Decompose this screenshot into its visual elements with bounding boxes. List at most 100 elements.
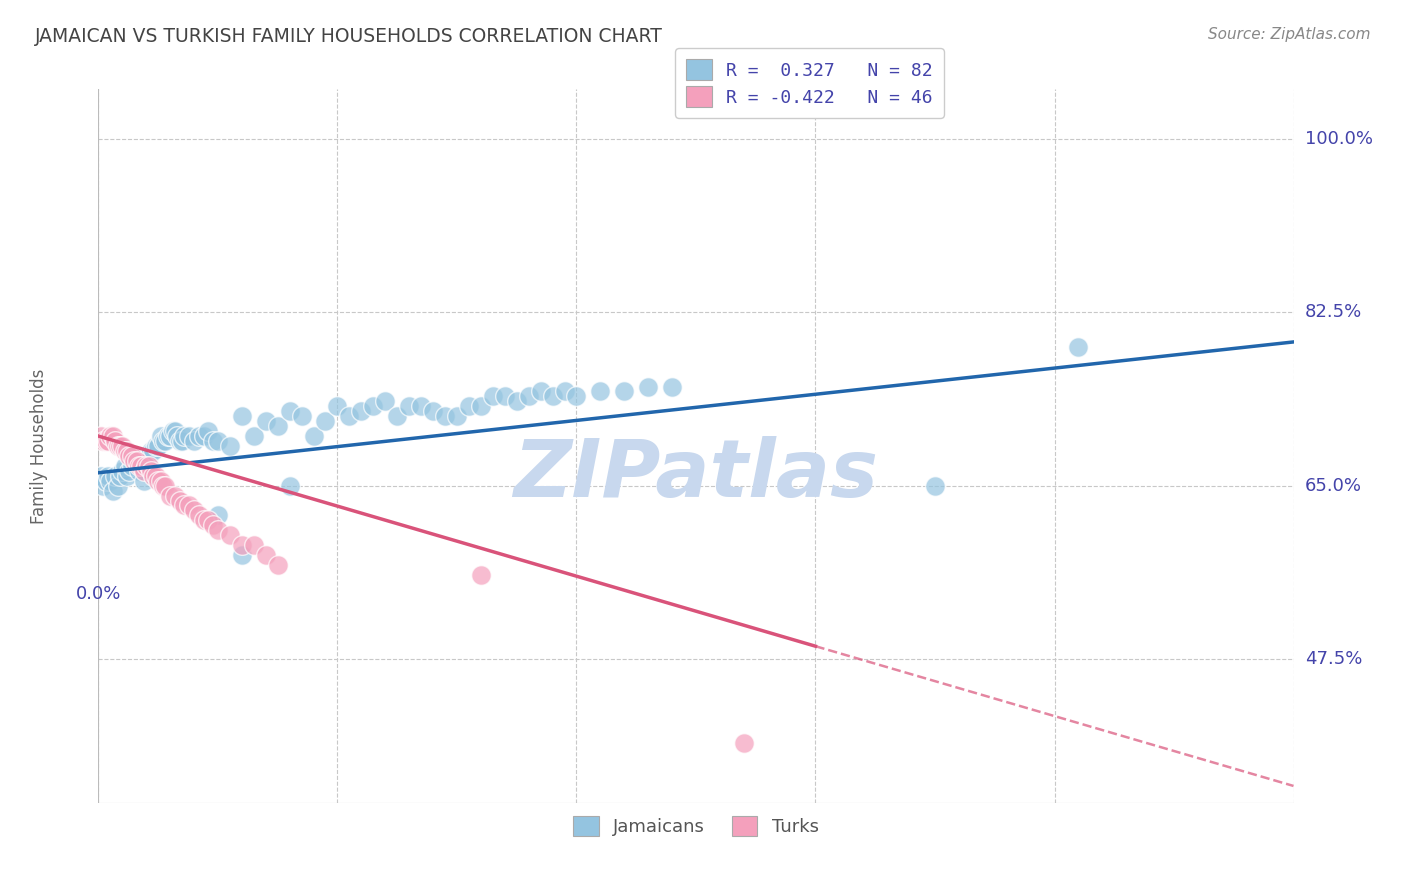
Point xyxy=(107,439,129,453)
Point xyxy=(142,444,165,458)
Point xyxy=(91,434,114,448)
Point xyxy=(458,400,481,414)
Point xyxy=(172,434,194,448)
Point xyxy=(231,548,253,562)
Point xyxy=(243,538,266,552)
Point xyxy=(94,434,117,448)
Point xyxy=(148,474,170,488)
Point xyxy=(162,424,184,438)
Point xyxy=(207,523,229,537)
Point xyxy=(98,474,122,488)
Point xyxy=(422,404,444,418)
Point xyxy=(132,474,155,488)
Point xyxy=(254,414,277,428)
Point xyxy=(94,474,117,488)
Point xyxy=(169,493,191,508)
Point xyxy=(108,439,131,453)
Point xyxy=(149,474,172,488)
Text: 47.5%: 47.5% xyxy=(1305,650,1362,668)
Point xyxy=(494,389,516,403)
Point xyxy=(470,400,492,414)
Point xyxy=(107,478,129,492)
Point xyxy=(446,409,468,424)
Point xyxy=(187,429,209,443)
Point xyxy=(121,449,143,463)
Point xyxy=(481,389,505,403)
Text: Source: ZipAtlas.com: Source: ZipAtlas.com xyxy=(1208,27,1371,42)
Point xyxy=(202,518,225,533)
Point xyxy=(148,439,170,453)
Point xyxy=(183,434,205,448)
Point xyxy=(97,468,120,483)
Point xyxy=(169,434,191,448)
Point xyxy=(121,458,143,473)
Point xyxy=(90,429,112,443)
Point xyxy=(565,389,588,403)
Point xyxy=(163,489,186,503)
Point xyxy=(138,458,160,473)
Point xyxy=(278,478,301,492)
Point xyxy=(115,444,138,458)
Point xyxy=(114,458,136,473)
Legend: Jamaicans, Turks: Jamaicans, Turks xyxy=(562,805,830,847)
Point xyxy=(554,384,576,399)
Point xyxy=(159,429,181,443)
Point xyxy=(155,478,177,492)
Point xyxy=(924,478,946,492)
Point xyxy=(374,394,396,409)
Point xyxy=(104,468,127,483)
Point xyxy=(506,394,529,409)
Point xyxy=(156,429,179,443)
Point xyxy=(302,429,325,443)
Point xyxy=(326,400,349,414)
Point xyxy=(128,464,150,478)
Point xyxy=(197,513,219,527)
Point xyxy=(118,464,141,478)
Point xyxy=(124,454,146,468)
Point xyxy=(104,434,127,448)
Point xyxy=(637,379,659,393)
Point xyxy=(101,483,124,498)
Point xyxy=(193,429,215,443)
Point xyxy=(434,409,457,424)
Point xyxy=(135,458,157,473)
Point xyxy=(470,567,492,582)
Point xyxy=(111,439,134,453)
Point xyxy=(207,434,229,448)
Point xyxy=(135,449,157,463)
Text: 0.0%: 0.0% xyxy=(76,585,121,603)
Point xyxy=(231,409,253,424)
Point xyxy=(124,449,146,463)
Point xyxy=(398,400,420,414)
Point xyxy=(152,478,174,492)
Point xyxy=(163,424,186,438)
Point xyxy=(254,548,277,562)
Text: 82.5%: 82.5% xyxy=(1305,303,1362,321)
Point xyxy=(149,429,172,443)
Point xyxy=(613,384,636,399)
Point xyxy=(350,404,373,418)
Point xyxy=(207,508,229,523)
Point xyxy=(142,468,165,483)
Point xyxy=(108,468,131,483)
Point xyxy=(517,389,540,403)
Point xyxy=(132,464,155,478)
Point xyxy=(125,454,148,468)
Point xyxy=(219,439,242,453)
Point xyxy=(155,434,177,448)
Point xyxy=(219,528,242,542)
Point xyxy=(202,434,225,448)
Point xyxy=(90,468,112,483)
Point xyxy=(339,409,361,424)
Point xyxy=(159,489,181,503)
Point xyxy=(173,429,195,443)
Point xyxy=(267,558,290,572)
Point xyxy=(111,464,134,478)
Point xyxy=(173,499,195,513)
Point xyxy=(179,429,201,443)
Point xyxy=(179,499,201,513)
Text: 100.0%: 100.0% xyxy=(1305,129,1372,148)
Point xyxy=(363,400,385,414)
Point xyxy=(138,449,160,463)
Point xyxy=(733,736,755,750)
